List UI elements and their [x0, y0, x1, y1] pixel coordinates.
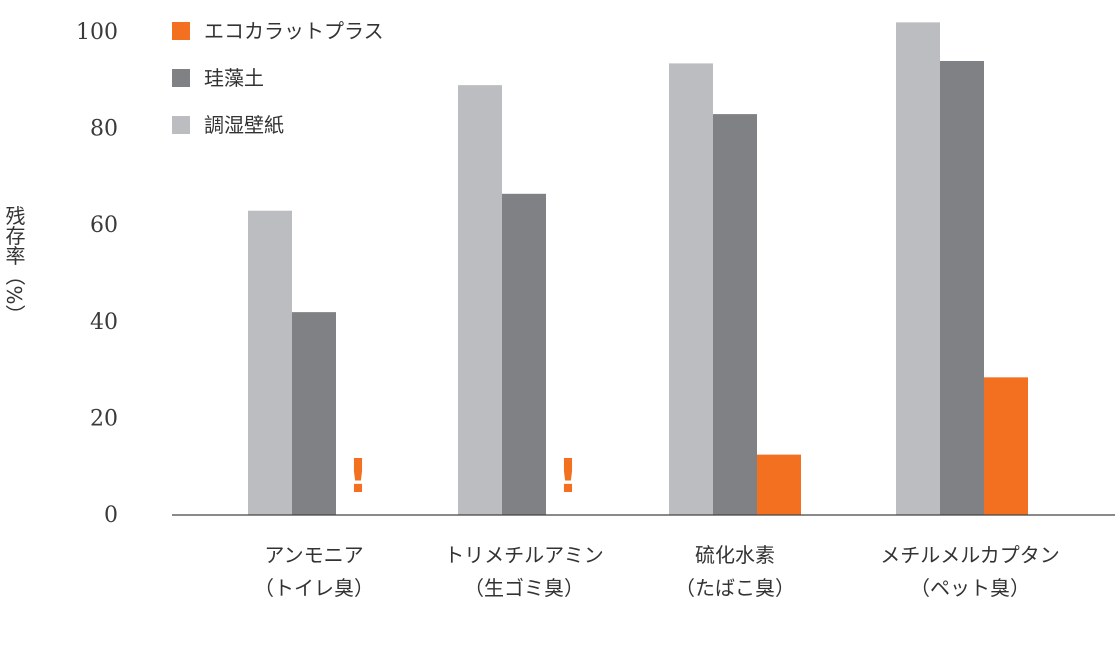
- category-label: トリメチルアミン: [444, 543, 604, 567]
- category-label: メチルメルカプタン: [880, 543, 1059, 567]
- legend-label: エコカラットプラス: [204, 19, 384, 43]
- bar: [248, 210, 292, 515]
- bar: [940, 60, 984, 515]
- category-label: （生ゴミ臭）: [464, 576, 584, 600]
- legend-label: 調湿壁紙: [204, 113, 284, 137]
- legend-swatch: [172, 116, 190, 134]
- category-labels: アンモニア （トイレ臭） トリメチルアミン （生ゴミ臭） 硫化水素 （たばこ臭） メチルメル…: [254, 543, 1060, 600]
- y-tick-labels: 0 20 40 60 80 100: [76, 20, 118, 528]
- exclamation-mark: !: [558, 449, 579, 503]
- y-tick-label: 0: [104, 503, 118, 528]
- bar: [458, 85, 502, 515]
- legend-label: 珪藻土: [204, 66, 264, 90]
- category-label: （たばこ臭）: [675, 576, 795, 600]
- y-axis-label: 残存率（%）: [2, 205, 26, 324]
- annotations: !!: [348, 449, 579, 503]
- y-tick-label: 60: [90, 213, 118, 238]
- y-tick-label: 100: [76, 20, 118, 45]
- bars-group: [248, 22, 1028, 516]
- bar: [984, 377, 1028, 515]
- y-tick-label: 80: [90, 117, 118, 142]
- bar: [292, 312, 336, 515]
- bar: [896, 22, 940, 516]
- bar: [502, 193, 546, 515]
- category-label: 硫化水素: [695, 543, 775, 567]
- y-tick-label: 40: [90, 310, 118, 335]
- category-label: （ペット臭）: [910, 576, 1030, 600]
- bar: [713, 114, 757, 516]
- y-tick-label: 20: [90, 406, 118, 431]
- bar: [669, 63, 713, 516]
- bar: [757, 454, 801, 515]
- category-label: アンモニア: [264, 543, 363, 567]
- exclamation-mark: !: [348, 449, 369, 503]
- legend-swatch: [172, 69, 190, 87]
- legend-swatch: [172, 22, 190, 40]
- category-label: （トイレ臭）: [254, 576, 374, 600]
